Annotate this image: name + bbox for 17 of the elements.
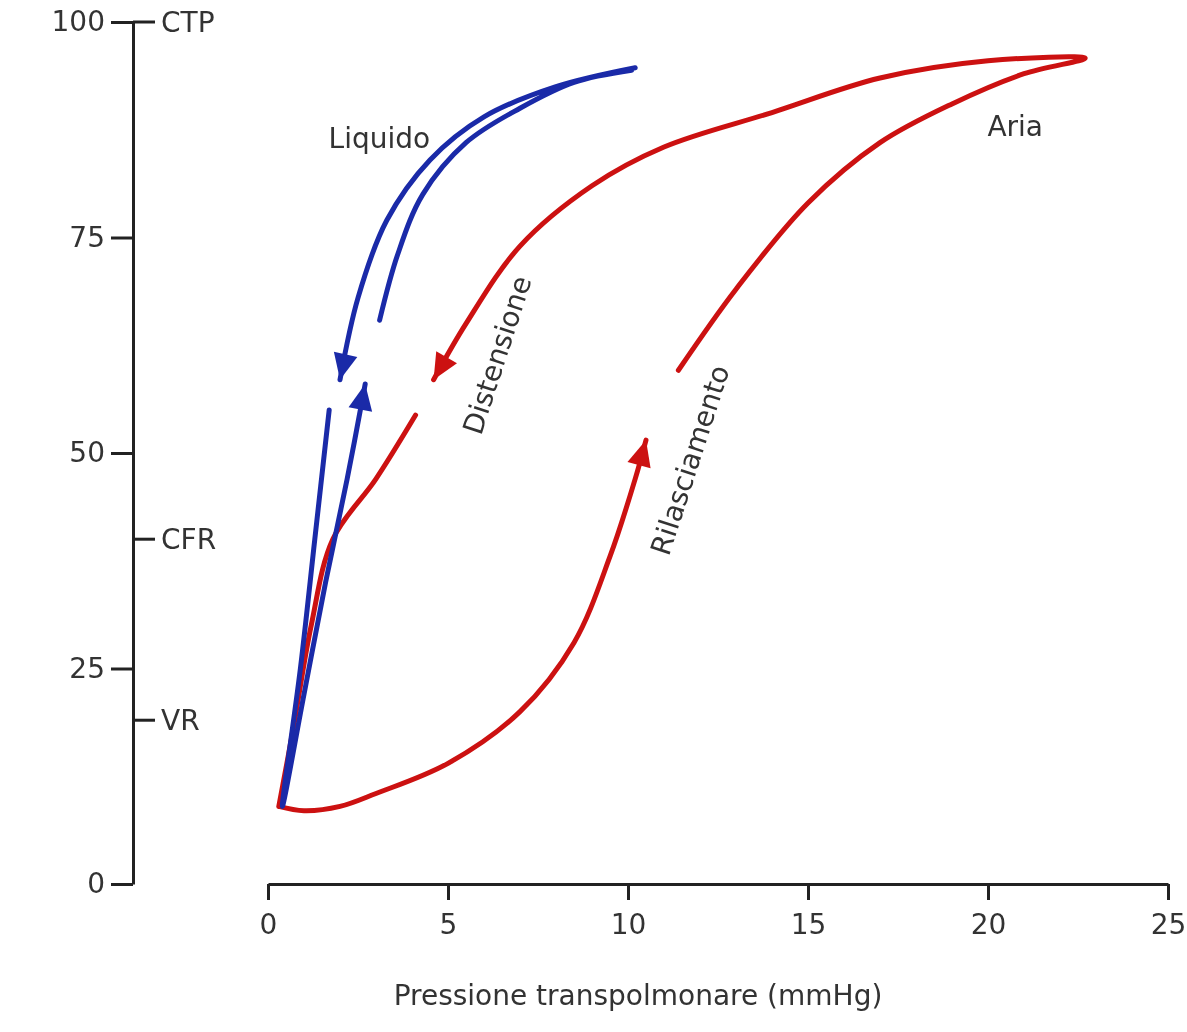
x-tick-label: 25 (1150, 907, 1187, 941)
y-tick-label: 100 (51, 5, 105, 39)
x-tick-label: 10 (610, 907, 647, 941)
ref-line-label: CFR (161, 523, 217, 556)
y-tick-label: 75 (69, 220, 105, 254)
x-tick-label: 0 (259, 907, 278, 941)
x-tick-label: 5 (439, 907, 458, 941)
y-tick-label: 0 (87, 867, 105, 901)
series-label: Aria (987, 110, 1043, 144)
series-label: Liquido (328, 121, 431, 155)
ref-line-label: CTP (161, 5, 215, 39)
x-tick-label: 20 (970, 907, 1007, 941)
x-axis-title: Pressione transpolmonare (mmHg) (393, 979, 883, 1012)
ref-line-label: VR (161, 704, 200, 738)
y-tick-label: 25 (69, 651, 105, 685)
y-tick-label: 50 (69, 436, 105, 470)
x-tick-label: 15 (790, 907, 827, 941)
